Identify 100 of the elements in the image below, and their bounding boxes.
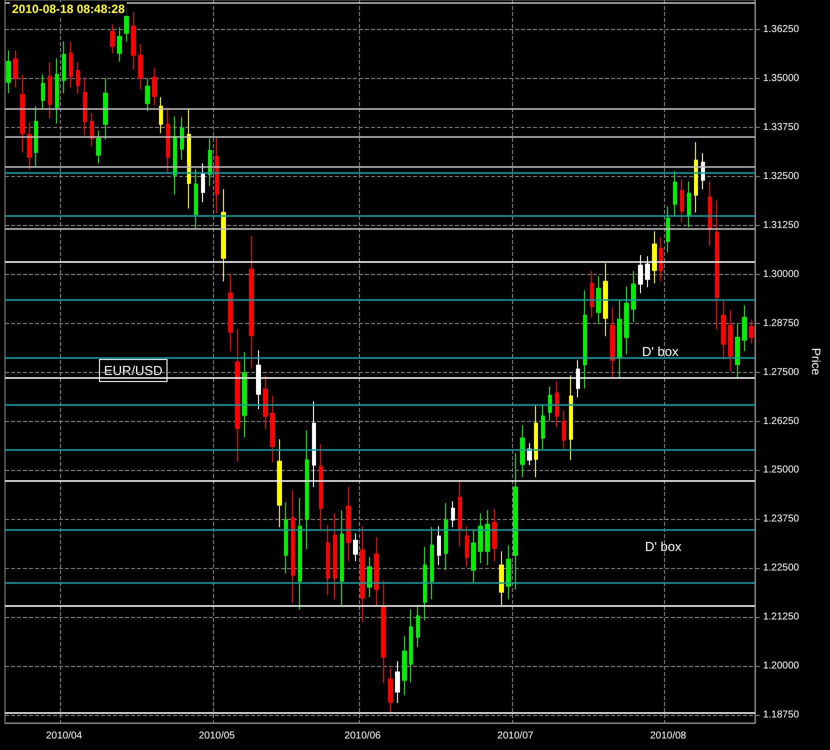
candlestick	[319, 444, 323, 531]
candlestick	[242, 352, 247, 438]
candlestick	[541, 404, 545, 450]
candlestick	[562, 410, 566, 450]
candlestick	[409, 608, 413, 683]
candlestick	[513, 452, 518, 590]
candlestick	[208, 138, 212, 187]
candlestick	[666, 206, 670, 253]
candlestick	[423, 546, 427, 621]
candlestick	[360, 526, 365, 623]
candlestick	[478, 512, 483, 564]
candlestick	[235, 328, 240, 462]
candlestick	[374, 536, 379, 607]
candlestick	[610, 306, 615, 378]
candlestick	[673, 170, 677, 216]
candlestick	[76, 62, 80, 94]
candlestick	[458, 480, 462, 547]
candlestick	[465, 526, 469, 568]
candlestick	[83, 78, 87, 136]
candlestick	[603, 262, 608, 337]
candlestick	[194, 168, 198, 230]
x-tick-label: 2010/04	[46, 730, 83, 742]
candlestick	[735, 322, 740, 378]
candlestick	[228, 274, 233, 352]
candlestick	[721, 300, 726, 360]
x-tick-label: 2010/08	[650, 730, 687, 742]
y-tick-label: 1.20000	[762, 660, 800, 672]
candlestick	[548, 386, 552, 422]
y-tick-label: 1.21250	[762, 612, 800, 623]
candlestick	[694, 142, 698, 213]
candlestick	[96, 130, 101, 164]
candlestick	[55, 58, 59, 124]
candlestick	[187, 108, 191, 209]
candlestick	[624, 286, 629, 355]
candlestick	[555, 380, 559, 428]
candlestick	[90, 112, 94, 147]
candlestick	[215, 136, 219, 214]
y-tick-label: 1.31250	[762, 220, 800, 231]
candlestick	[326, 524, 330, 596]
candlestick	[270, 396, 275, 463]
candlestick	[333, 512, 337, 600]
candlestick	[69, 41, 73, 88]
y-tick-label: 1.30000	[762, 268, 800, 280]
y-tick-label: 1.32500	[762, 170, 800, 182]
candlestick	[48, 62, 52, 119]
y-tick-label: 1.23750	[762, 514, 800, 525]
annotation: D' box	[645, 539, 682, 554]
candlestick	[596, 276, 601, 325]
candlestick	[41, 74, 45, 110]
y-tick-label: 1.18750	[762, 710, 800, 721]
candlestick	[166, 108, 170, 174]
candlestick	[492, 508, 497, 562]
candlestick	[569, 374, 573, 461]
candlestick	[34, 106, 38, 168]
candlestick	[652, 230, 657, 284]
candlestick	[145, 78, 150, 112]
candlestick	[680, 178, 684, 223]
candlestick	[631, 270, 636, 323]
candlestick	[728, 310, 733, 372]
candlestick	[62, 41, 66, 94]
candlestick	[388, 668, 393, 714]
candlestick	[485, 510, 490, 566]
y-tick-label: 1.28750	[762, 318, 800, 329]
candlestick	[298, 498, 302, 610]
candlestick	[430, 526, 434, 600]
candlestick	[263, 374, 268, 430]
candlestick	[110, 24, 115, 54]
candlestick	[221, 188, 226, 282]
candlestick	[131, 12, 136, 70]
y-axis-title: Price	[809, 348, 823, 376]
candlestick	[659, 236, 663, 282]
candlestick	[444, 502, 448, 571]
candlestick	[520, 424, 525, 478]
candlestick	[437, 526, 441, 566]
annotation: D' box	[642, 344, 679, 359]
y-tick-label: 1.25000	[762, 464, 800, 476]
candlestick	[152, 68, 157, 106]
y-tick-label: 1.27500	[762, 366, 800, 378]
chart-title: 2010-08-18 08:48:28	[12, 2, 126, 16]
candlestick	[715, 200, 719, 330]
candlestick	[708, 180, 712, 246]
candlestick	[499, 550, 504, 606]
y-tick-label: 1.26250	[762, 416, 800, 427]
candlestick	[103, 78, 108, 140]
candlestick	[590, 270, 594, 318]
candlestick	[353, 532, 358, 562]
candlestick	[416, 604, 420, 648]
y-tick-label: 1.35000	[762, 72, 800, 84]
candlestick	[687, 180, 691, 228]
candlestick	[277, 438, 282, 528]
candlestick	[617, 298, 622, 378]
y-tick-label: 1.22500	[762, 562, 800, 574]
y-tick-label: 1.33750	[762, 122, 800, 133]
candlestick	[451, 500, 455, 528]
candlestick	[201, 162, 205, 203]
candlestick	[742, 304, 747, 352]
candlestick	[159, 96, 163, 134]
candlestick	[395, 660, 400, 704]
candlestick	[180, 116, 184, 160]
candlestick	[13, 50, 18, 88]
